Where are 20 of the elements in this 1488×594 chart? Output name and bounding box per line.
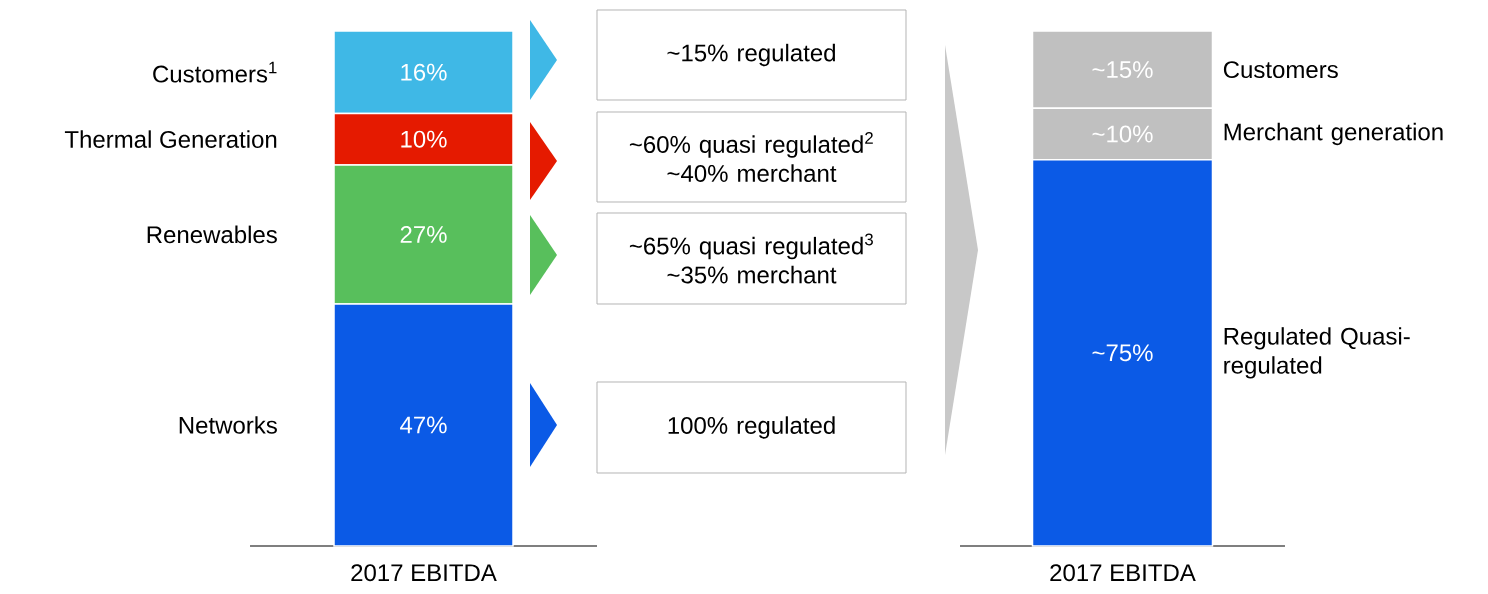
text: Renewables <box>147 225 277 244</box>
text: Networks <box>179 416 277 434</box>
series-label: Regulated Quasi-regulated <box>1224 327 1410 379</box>
data-label: 47% <box>400 416 447 434</box>
data-label: 10% <box>401 130 447 148</box>
text: Thermal Generation <box>64 130 277 148</box>
data-label: 27% <box>400 225 447 243</box>
text: ~65% quasi regulated$^{3}$ ~35% merchant <box>629 233 873 284</box>
series-label: Customers <box>1223 61 1338 79</box>
x-tick-label: 2017 EBITDA <box>1050 564 1196 582</box>
data-label: 16% <box>401 63 447 81</box>
x-tick-label: 2017 EBITDA <box>351 564 497 582</box>
data-label: ~10% <box>1092 125 1153 143</box>
series-label: Merchant generation <box>1224 122 1443 146</box>
text: 100% regulated <box>668 416 835 439</box>
text: ~60% quasi regulated$^{2}$ ~40% merchant <box>629 131 873 182</box>
data-label: ~75% <box>1092 344 1153 362</box>
data-label: ~15% <box>1092 61 1153 79</box>
text: Customers$^{1}$ <box>153 61 277 83</box>
text: ~15% regulated <box>667 43 835 67</box>
